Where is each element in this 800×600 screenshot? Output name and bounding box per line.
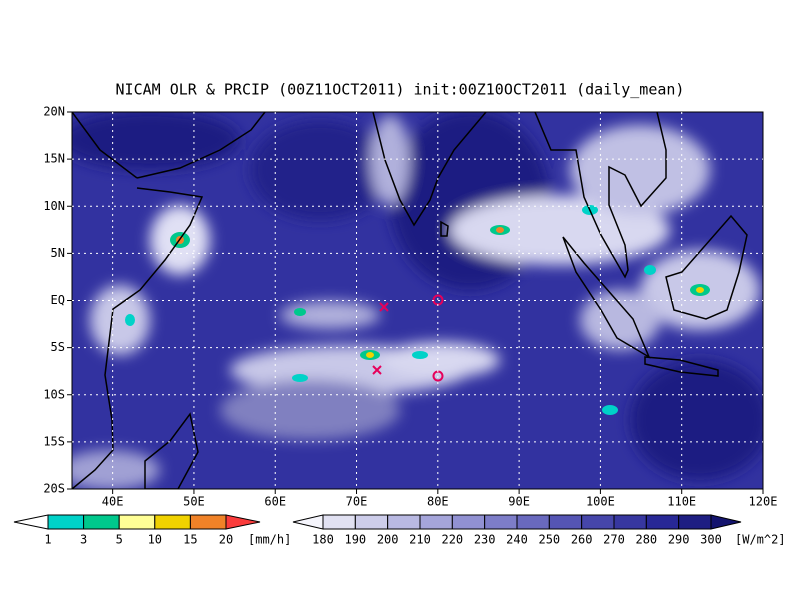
- colorbar-box: [118, 514, 156, 530]
- y-tick-label: 10S: [43, 387, 65, 401]
- colorbar-box: [484, 514, 518, 530]
- colorbar-label: 10: [148, 533, 162, 547]
- colorbar-triangle: [225, 514, 261, 530]
- colorbar-label: 1: [44, 533, 51, 547]
- x-tick-label: 90E: [508, 495, 530, 509]
- y-tick-label: 10N: [43, 199, 65, 213]
- colorbar-box: [516, 514, 550, 530]
- coastlines: [72, 112, 748, 489]
- colorbar-label: 180: [312, 533, 334, 547]
- y-tick-label: 5N: [51, 246, 65, 260]
- x-tick-label: 110E: [667, 495, 696, 509]
- colorbar-label: 250: [538, 533, 560, 547]
- colorbar-label: 3: [80, 533, 87, 547]
- olr-field: [72, 112, 763, 489]
- colorbar-label: 5: [116, 533, 123, 547]
- y-tick-label: EQ: [51, 293, 65, 307]
- colorbar-box: [387, 514, 421, 530]
- y-tick-label: 15S: [43, 434, 65, 448]
- colorbar-box: [613, 514, 647, 530]
- colorbar-label: 260: [571, 533, 593, 547]
- colorbar-box: [83, 514, 120, 530]
- colorbar-label: 290: [668, 533, 690, 547]
- colorbar-label: 270: [603, 533, 625, 547]
- x-tick-label: 40E: [102, 495, 124, 509]
- colorbar-box: [322, 514, 356, 530]
- x-tick-label: 60E: [264, 495, 286, 509]
- colorbar-box: [354, 514, 389, 530]
- colorbar-label: 230: [474, 533, 496, 547]
- y-tick-label: 20N: [43, 105, 65, 119]
- colorbar-label: 220: [441, 533, 463, 547]
- colorbar-box: [581, 514, 615, 530]
- title: NICAM OLR & PRCIP (00Z11OCT2011) init:00…: [116, 81, 685, 99]
- colorbar-box: [419, 514, 453, 530]
- colorbar-box: [645, 514, 680, 530]
- colorbar-label: 240: [506, 533, 528, 547]
- colorbar-label: 300: [700, 533, 722, 547]
- colorbar-label: 280: [635, 533, 657, 547]
- colorbar-label: 15: [183, 533, 197, 547]
- x-tick-label: 120E: [749, 495, 778, 509]
- x-tick-label: 70E: [346, 495, 368, 509]
- colorbar-label: 210: [409, 533, 431, 547]
- colorbar-box: [189, 514, 227, 530]
- colorbar-box: [678, 514, 712, 530]
- colorbar-label: 190: [344, 533, 366, 547]
- colorbar-triangle: [13, 514, 49, 530]
- x-tick-label: 100E: [586, 495, 615, 509]
- colorbar-triangle: [710, 514, 742, 530]
- colorbar-triangle: [292, 514, 324, 530]
- colorbar-box: [47, 514, 85, 530]
- x-tick-label: 80E: [427, 495, 449, 509]
- colorbar-box: [451, 514, 486, 530]
- x-tick-label: 50E: [183, 495, 205, 509]
- y-tick-label: 20S: [43, 482, 65, 496]
- colorbar-label: 200: [377, 533, 399, 547]
- colorbar-box: [154, 514, 191, 530]
- map-field: [72, 112, 763, 489]
- y-tick-label: 15N: [43, 152, 65, 166]
- colorbar-label: 20: [219, 533, 233, 547]
- colorbar-unit: [W/m^2]: [735, 533, 786, 547]
- y-tick-label: 5S: [51, 340, 65, 354]
- colorbar-unit: [mm/h]: [248, 533, 291, 547]
- precip-field: [125, 205, 710, 415]
- colorbar-box: [548, 514, 583, 530]
